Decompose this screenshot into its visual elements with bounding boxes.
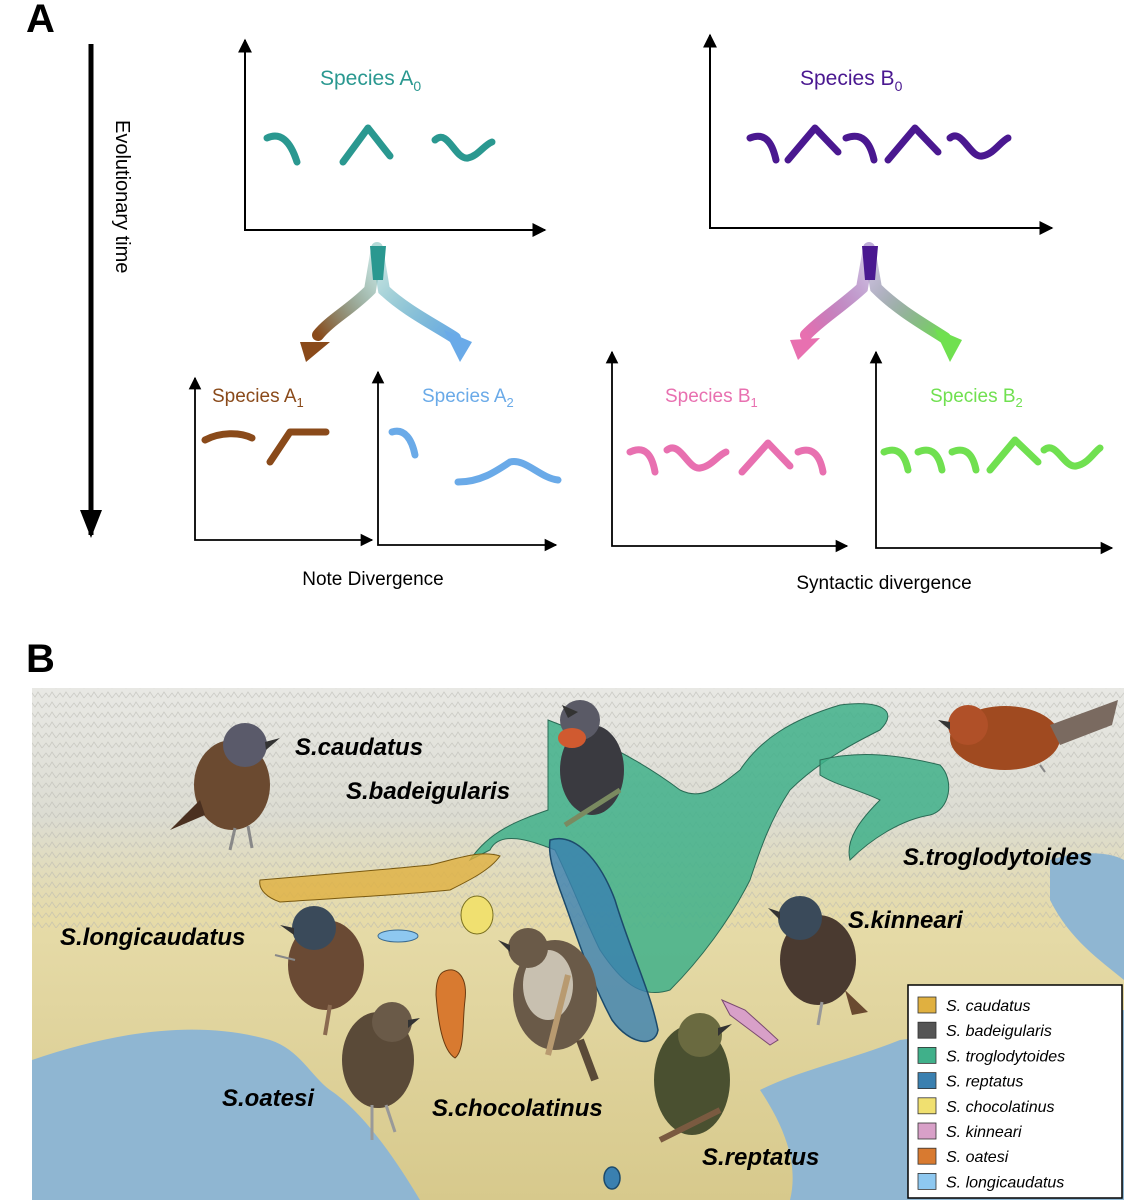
legend-swatch <box>917 1122 937 1140</box>
legend-swatch <box>917 996 937 1014</box>
split-arrow-b <box>790 242 962 362</box>
legend-item: S. reptatus <box>917 1072 1023 1091</box>
map: S.caudatus S.badeigularis S.troglodytoid… <box>32 688 1124 1200</box>
note-a0-3 <box>431 133 496 162</box>
range-kinneari <box>720 998 779 1046</box>
species-b2-title: Species B2 <box>930 386 1023 410</box>
legend-label: S. longicaudatus <box>946 1174 1064 1191</box>
legend-swatch <box>917 1047 937 1064</box>
bird-kinneari-icon <box>768 896 868 1026</box>
legend-swatch <box>917 1147 937 1165</box>
note-b2-3 <box>948 446 980 474</box>
label-kinneari: S.kinneari <box>848 907 964 934</box>
range-reptatus-south <box>603 1166 621 1190</box>
label-troglodytoides: S.troglodytoides <box>903 844 1092 871</box>
note-b1-1 <box>626 446 659 476</box>
note-a1-2 <box>266 428 330 466</box>
range-troglodytoides-east <box>819 754 950 861</box>
range-caudatus <box>259 853 501 903</box>
bird-badeigularis-icon <box>558 700 624 828</box>
note-a2-1 <box>388 427 419 459</box>
legend: S. caudatus S. badeigularis S. troglodytoi… <box>907 984 1123 1199</box>
range-chocolatinus <box>460 895 494 935</box>
label-longicaudatus: S.longicaudatus <box>60 924 245 951</box>
note-b2-1 <box>880 446 912 474</box>
panel-b-label: B <box>26 637 55 681</box>
split-arrow-a <box>300 242 472 362</box>
legend-swatch <box>917 1173 937 1190</box>
note-a0-1 <box>263 132 301 166</box>
legend-label: S. oatesi <box>946 1149 1009 1166</box>
range-oatesi <box>435 969 466 1059</box>
label-oatesi: S.oatesi <box>222 1085 315 1112</box>
species-b1-title: Species B1 <box>665 386 758 410</box>
note-b0-2 <box>784 124 842 164</box>
time-axis-label: Evolutionary time <box>111 120 133 273</box>
legend-item: S. oatesi <box>917 1147 1009 1166</box>
legend-label: S. badeigularis <box>946 1023 1052 1040</box>
species-a0-title: Species A0 <box>320 67 421 94</box>
panel-a-label: A <box>26 0 55 41</box>
sea-bay-of-bengal <box>32 1029 420 1200</box>
legend-item: S. kinneari <box>917 1122 1022 1141</box>
caption-syntactic-divergence: Syntactic divergence <box>796 573 971 594</box>
time-arrow-head <box>80 510 102 538</box>
bird-troglodytoides-icon <box>938 700 1118 773</box>
note-b0-3 <box>842 132 878 164</box>
plot-species-a2: Species A2 <box>371 370 562 552</box>
plot-species-b2: Species B2 <box>869 350 1114 555</box>
label-reptatus: S.reptatus <box>702 1144 819 1171</box>
note-a2-2 <box>454 458 562 486</box>
plot-species-b1: Species B1 <box>605 350 849 553</box>
label-chocolatinus: S.chocolatinus <box>432 1095 603 1122</box>
legend-item: S. troglodytoides <box>917 1047 1065 1065</box>
legend-item: S. caudatus <box>917 996 1031 1015</box>
label-badeigularis: S.badeigularis <box>346 778 510 805</box>
note-b2-2 <box>914 446 946 474</box>
legend-label: S. reptatus <box>946 1074 1023 1091</box>
note-a0-2 <box>339 124 394 166</box>
legend-label: S. kinneari <box>946 1124 1022 1141</box>
bird-longicaudatus-icon <box>274 906 364 1036</box>
range-longicaudatus <box>377 929 419 943</box>
note-b0-4 <box>884 124 942 164</box>
bird-reptatus-icon <box>654 1013 732 1143</box>
caption-note-divergence: Note Divergence <box>302 569 444 590</box>
legend-label: S. caudatus <box>946 998 1031 1015</box>
legend-label: S. chocolatinus <box>946 1099 1055 1116</box>
legend-item: S. badeigularis <box>917 1021 1052 1040</box>
note-b2-5 <box>1040 444 1104 470</box>
sea-east <box>1050 853 1124 980</box>
legend-swatch <box>917 1072 937 1089</box>
bird-oatesi-icon <box>342 1002 420 1140</box>
label-caudatus: S.caudatus <box>295 734 423 761</box>
plot-species-a1: Species A1 <box>188 376 374 547</box>
plot-species-a0: Species A0 <box>238 38 547 237</box>
note-b1-4 <box>794 446 827 476</box>
species-a2-title: Species A2 <box>422 386 514 410</box>
range-reptatus <box>548 837 659 1043</box>
note-a1-1 <box>201 430 256 444</box>
bird-caudatus-icon <box>170 723 280 851</box>
legend-item: S. chocolatinus <box>917 1097 1055 1116</box>
legend-label: S. troglodytoides <box>946 1048 1065 1065</box>
bird-chocolatinus-icon <box>498 928 599 1082</box>
note-b1-2 <box>663 444 730 472</box>
legend-swatch <box>917 1021 937 1039</box>
note-b1-3 <box>738 439 794 476</box>
note-b2-4 <box>986 436 1042 474</box>
legend-swatch <box>917 1097 937 1115</box>
note-b0-5 <box>946 132 1012 160</box>
species-b0-title: Species B0 <box>800 67 903 94</box>
legend-item: S. longicaudatus <box>917 1173 1064 1191</box>
plot-species-b0: Species B0 <box>703 33 1054 235</box>
species-a1-title: Species A1 <box>212 386 304 410</box>
note-b0-1 <box>746 132 780 164</box>
